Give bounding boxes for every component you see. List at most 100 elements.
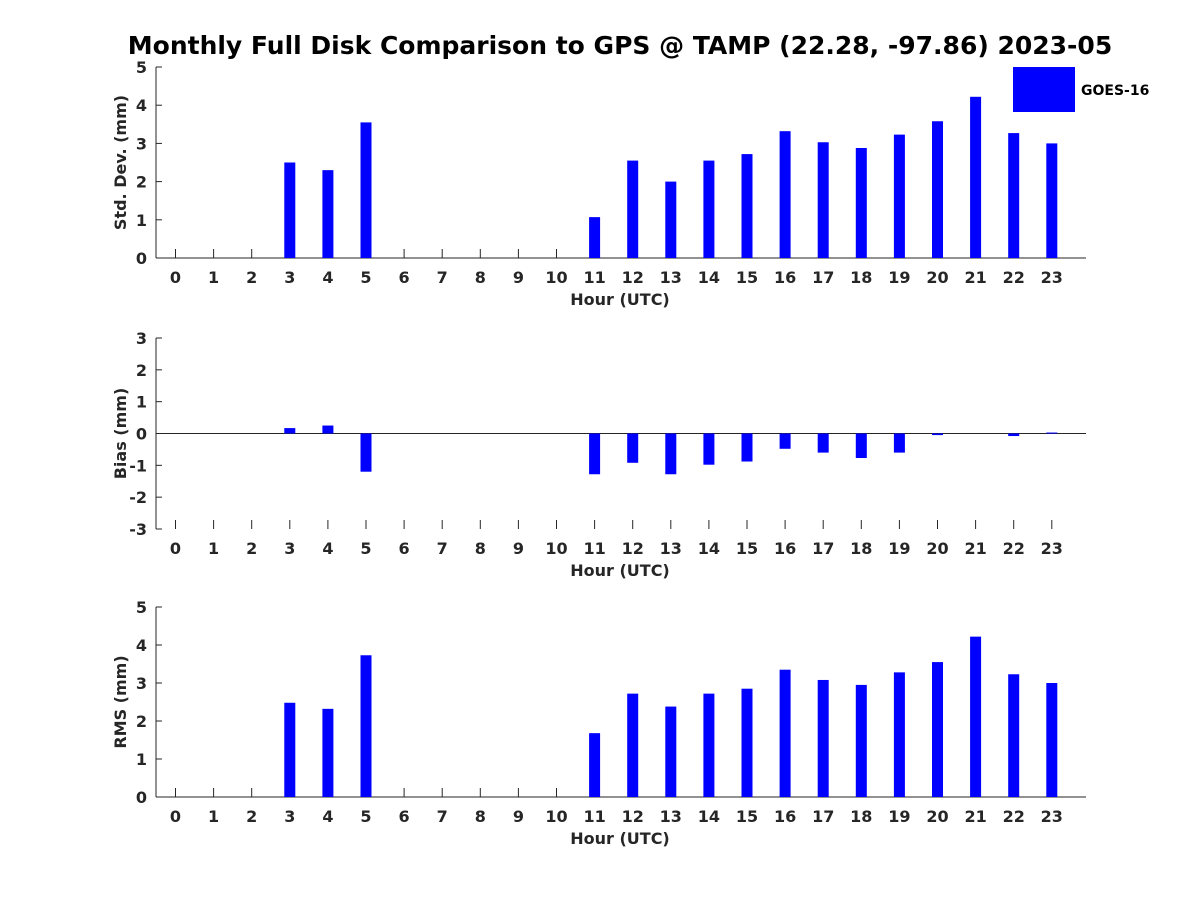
x-tick-label: 19 xyxy=(888,268,910,287)
x-tick-label: 9 xyxy=(513,268,524,287)
bar-hour-5 xyxy=(360,433,372,472)
x-tick-label: 16 xyxy=(774,807,796,826)
bar-hour-22 xyxy=(1008,674,1020,797)
x-tick-label: 10 xyxy=(545,807,567,826)
x-tick-label: 1 xyxy=(208,539,219,558)
y-tick-label: 4 xyxy=(136,636,147,655)
legend: GOES-16 xyxy=(1013,67,1149,112)
x-tick-label: 13 xyxy=(660,807,682,826)
bar-hour-11 xyxy=(589,433,601,475)
x-tick-label: 3 xyxy=(284,807,295,826)
x-tick-label: 19 xyxy=(888,807,910,826)
bar-hour-15 xyxy=(741,688,753,797)
x-tick-label: 8 xyxy=(475,539,486,558)
x-tick-label: 11 xyxy=(583,539,605,558)
bar-hour-15 xyxy=(741,433,753,462)
bar-hour-19 xyxy=(893,672,905,797)
x-axis-label: Hour (UTC) xyxy=(570,561,670,580)
bar-hour-14 xyxy=(703,433,715,465)
x-tick-label: 5 xyxy=(360,539,371,558)
x-tick-label: 18 xyxy=(850,539,872,558)
x-tick-label: 5 xyxy=(360,268,371,287)
y-tick-label: 1 xyxy=(136,750,147,769)
legend-swatch xyxy=(1013,67,1075,112)
x-tick-label: 21 xyxy=(964,539,986,558)
x-tick-label: 15 xyxy=(736,807,758,826)
x-tick-label: 15 xyxy=(736,539,758,558)
x-tick-label: 17 xyxy=(812,539,834,558)
x-tick-label: 11 xyxy=(583,807,605,826)
x-tick-label: 8 xyxy=(475,807,486,826)
y-tick-label: 3 xyxy=(136,329,147,348)
x-tick-label: 2 xyxy=(246,268,257,287)
bar-hour-19 xyxy=(893,433,905,453)
y-tick-label: 0 xyxy=(136,249,147,268)
bar-hour-22 xyxy=(1008,433,1020,437)
bar-hour-21 xyxy=(970,636,982,797)
x-tick-label: 6 xyxy=(399,807,410,826)
x-tick-label: 23 xyxy=(1041,268,1063,287)
y-axis-label: RMS (mm) xyxy=(111,655,130,748)
y-tick-label: -1 xyxy=(129,456,147,475)
x-tick-label: 16 xyxy=(774,539,796,558)
y-tick-label: 3 xyxy=(136,674,147,693)
bar-hour-13 xyxy=(665,706,677,797)
bar-hour-21 xyxy=(970,96,982,259)
x-tick-label: 21 xyxy=(964,268,986,287)
bar-hour-16 xyxy=(779,669,791,797)
bar-hour-11 xyxy=(589,733,601,797)
x-tick-label: 22 xyxy=(1003,539,1025,558)
bar-hour-16 xyxy=(779,433,791,449)
y-tick-label: -2 xyxy=(129,488,147,507)
x-tick-label: 23 xyxy=(1041,807,1063,826)
x-tick-label: 7 xyxy=(437,539,448,558)
y-tick-label: 2 xyxy=(136,361,147,380)
bar-hour-23 xyxy=(1046,683,1058,797)
bar-hour-4 xyxy=(322,708,334,797)
bar-hour-14 xyxy=(703,693,715,797)
chart-title: Monthly Full Disk Comparison to GPS @ TA… xyxy=(128,31,1112,60)
y-tick-label: 5 xyxy=(136,58,147,77)
x-tick-label: 22 xyxy=(1003,807,1025,826)
y-tick-label: 1 xyxy=(136,393,147,412)
x-tick-label: 20 xyxy=(926,268,948,287)
y-axis-label: Bias (mm) xyxy=(111,388,130,480)
x-tick-label: 18 xyxy=(850,268,872,287)
y-tick-label: 4 xyxy=(136,96,147,115)
legend-label: GOES-16 xyxy=(1081,83,1149,99)
x-tick-label: 4 xyxy=(322,539,333,558)
bar-hour-5 xyxy=(360,122,372,258)
x-tick-label: 5 xyxy=(360,807,371,826)
bar-hour-19 xyxy=(893,134,905,258)
x-tick-label: 14 xyxy=(698,268,720,287)
x-tick-label: 23 xyxy=(1041,539,1063,558)
x-tick-label: 1 xyxy=(208,807,219,826)
x-tick-label: 20 xyxy=(926,539,948,558)
x-tick-label: 14 xyxy=(698,807,720,826)
x-tick-label: 13 xyxy=(660,268,682,287)
bar-hour-4 xyxy=(322,170,334,258)
y-tick-label: 1 xyxy=(136,211,147,230)
y-tick-label: 2 xyxy=(136,173,147,192)
y-tick-label: -3 xyxy=(129,520,147,539)
y-axis-label: Std. Dev. (mm) xyxy=(111,95,130,230)
x-tick-label: 0 xyxy=(170,807,181,826)
bar-hour-3 xyxy=(284,162,296,258)
bar-hour-17 xyxy=(817,433,829,453)
x-tick-label: 22 xyxy=(1003,268,1025,287)
x-tick-label: 1 xyxy=(208,268,219,287)
x-tick-label: 14 xyxy=(698,539,720,558)
x-tick-label: 10 xyxy=(545,539,567,558)
bar-hour-3 xyxy=(284,702,296,797)
bar-hour-22 xyxy=(1008,133,1020,258)
x-tick-label: 17 xyxy=(812,807,834,826)
x-tick-label: 20 xyxy=(926,807,948,826)
bar-hour-4 xyxy=(322,425,334,434)
bar-hour-5 xyxy=(360,655,372,797)
x-tick-label: 0 xyxy=(170,539,181,558)
x-tick-label: 2 xyxy=(246,807,257,826)
bar-hour-12 xyxy=(627,433,639,463)
